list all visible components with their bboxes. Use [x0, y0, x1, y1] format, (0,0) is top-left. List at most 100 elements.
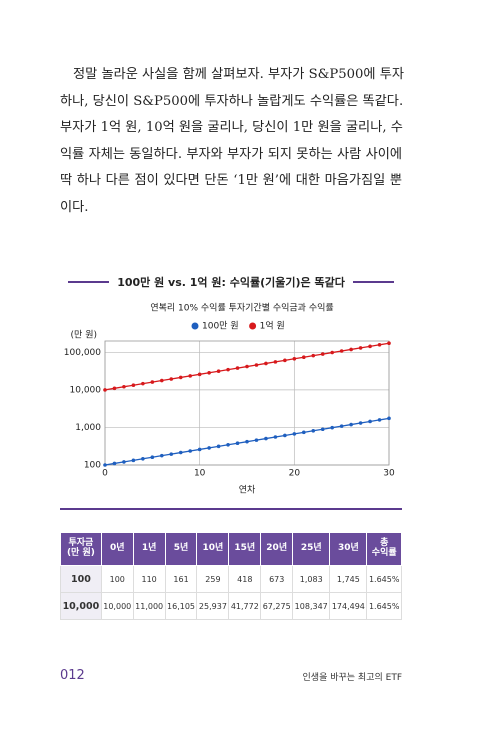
table-cell: 11,000	[132, 592, 166, 620]
table-cell: 1,745	[329, 565, 368, 593]
data-point	[131, 383, 136, 388]
data-point	[254, 438, 259, 442]
table-cell: 1.645%	[366, 592, 402, 620]
data-point	[368, 419, 372, 424]
table-cell: 259	[196, 565, 230, 593]
header-cell: 20년	[260, 532, 294, 566]
data-point	[349, 422, 353, 427]
data-point	[264, 436, 268, 441]
header-cell: 투자금 (만 원)	[60, 532, 102, 566]
data-point	[377, 418, 382, 422]
data-point	[245, 364, 249, 369]
data-point	[254, 363, 259, 367]
data-point	[302, 430, 306, 435]
data-point	[292, 356, 297, 361]
table: 투자금 (만 원) 0년 1년 5년 10년 15년 20년 25년 30년 총 수익률 100 10…	[60, 532, 402, 620]
body-line: 이다.	[60, 199, 89, 215]
data-point	[207, 446, 211, 450]
book-title: 인생을 바꾸는 최고의 ETF	[302, 673, 402, 683]
data-point	[188, 374, 192, 378]
table-cell: 41,772	[228, 592, 262, 620]
data-point	[358, 346, 363, 350]
table-cell: 100	[60, 565, 102, 593]
figure-title: 100만 원 vs. 1억 원: 수익률(기울기)은 똑같다	[60, 272, 402, 292]
data-point	[311, 428, 316, 433]
data-point	[122, 460, 126, 464]
data-point	[197, 447, 202, 452]
data-point	[103, 463, 107, 467]
data-point	[169, 452, 174, 456]
data-point	[339, 349, 344, 353]
table-cell: 110	[132, 565, 166, 593]
legend-label: 100만 원	[202, 321, 239, 332]
table-cell: 100	[100, 565, 134, 593]
data-point	[103, 388, 107, 392]
table-row: 100 100 110 161 259 418 673 1,083 1,745 1.645%	[60, 565, 402, 593]
plot-frame	[104, 340, 390, 466]
figure-title-text: 100만 원 vs. 1억 원: 수익률(기울기)은 똑같다	[117, 276, 345, 289]
y-tick-label: 1,000	[75, 423, 101, 433]
table-cell: 161	[164, 565, 198, 593]
table-cell: 10,000	[60, 592, 102, 620]
data-point	[387, 341, 391, 346]
data-point	[283, 358, 287, 363]
data-point	[368, 344, 372, 349]
data-point	[377, 342, 382, 347]
data-point	[245, 439, 249, 444]
data-point	[283, 433, 287, 438]
data-point	[207, 370, 211, 375]
data-point	[112, 386, 117, 391]
data-point	[197, 372, 202, 377]
data-point	[141, 456, 145, 461]
data-point	[349, 347, 353, 352]
header-cell: 15년	[228, 532, 262, 566]
header-cell: 30년	[329, 532, 368, 566]
data-point	[150, 380, 155, 384]
header-cell: 총 수익률	[366, 532, 402, 566]
data-point	[216, 444, 221, 449]
table-cell: 10,000	[100, 592, 134, 620]
legend-marker	[191, 322, 199, 330]
header-cell: 5년	[164, 532, 198, 566]
data-point	[292, 432, 297, 436]
body-line: 딱 하나 다른 점이 있다면 단돈 ‘1만 원’에 대한 마음가짐일 뿐	[60, 173, 402, 188]
y-tick-label: 10,000	[70, 385, 102, 395]
data-point	[150, 455, 155, 460]
data-point	[216, 369, 221, 374]
body-line: 부자가 1억 원, 10억 원을 굴리나, 당신이 1만 원을 굴리나, 수	[60, 120, 403, 135]
legend-label: 1억 원	[260, 320, 285, 332]
data-point	[358, 421, 363, 425]
table-cell: 108,347	[292, 592, 331, 620]
data-point	[188, 449, 192, 453]
body-line: 익률 자체는 동일하다. 부자와 부자가 되지 못하는 사람 사이에	[60, 146, 402, 162]
body-line: 하나, 당신이 S&P500에 투자하나 놀랍게도 수익률은 똑같다.	[60, 93, 404, 109]
data-point	[330, 425, 335, 430]
data-point	[178, 375, 183, 380]
table-cell: 1.645%	[366, 565, 402, 593]
data-point	[122, 384, 126, 389]
data-point	[387, 416, 391, 421]
x-tick-label: 0	[102, 469, 108, 479]
table-cell: 25,937	[196, 592, 230, 620]
y-tick-label: 100	[84, 461, 101, 471]
data-point	[112, 461, 117, 466]
table-cell: 16,105	[164, 592, 198, 620]
header-cell: 25년	[292, 532, 331, 566]
table-cell: 418	[228, 565, 262, 593]
legend-marker	[249, 322, 257, 330]
data-point	[131, 458, 136, 463]
data-point	[160, 378, 164, 383]
data-point	[339, 424, 344, 428]
rule	[60, 508, 402, 510]
body-line: 정말 놀라운 사실을 함께 살펴보자. 부자가 S&P500에 투자	[73, 67, 405, 82]
header-cell: 1년	[132, 532, 166, 566]
data-point	[273, 435, 278, 439]
data-point	[169, 377, 174, 381]
data-point	[320, 427, 325, 432]
y-axis-label: (만 원)	[71, 330, 97, 341]
chart: 연복리 10% 수익률 투자기간별 수익금과 수익률 100만 원 1억 원 (만 원…	[64, 302, 395, 496]
data-point	[235, 441, 240, 446]
data-point	[311, 353, 316, 358]
